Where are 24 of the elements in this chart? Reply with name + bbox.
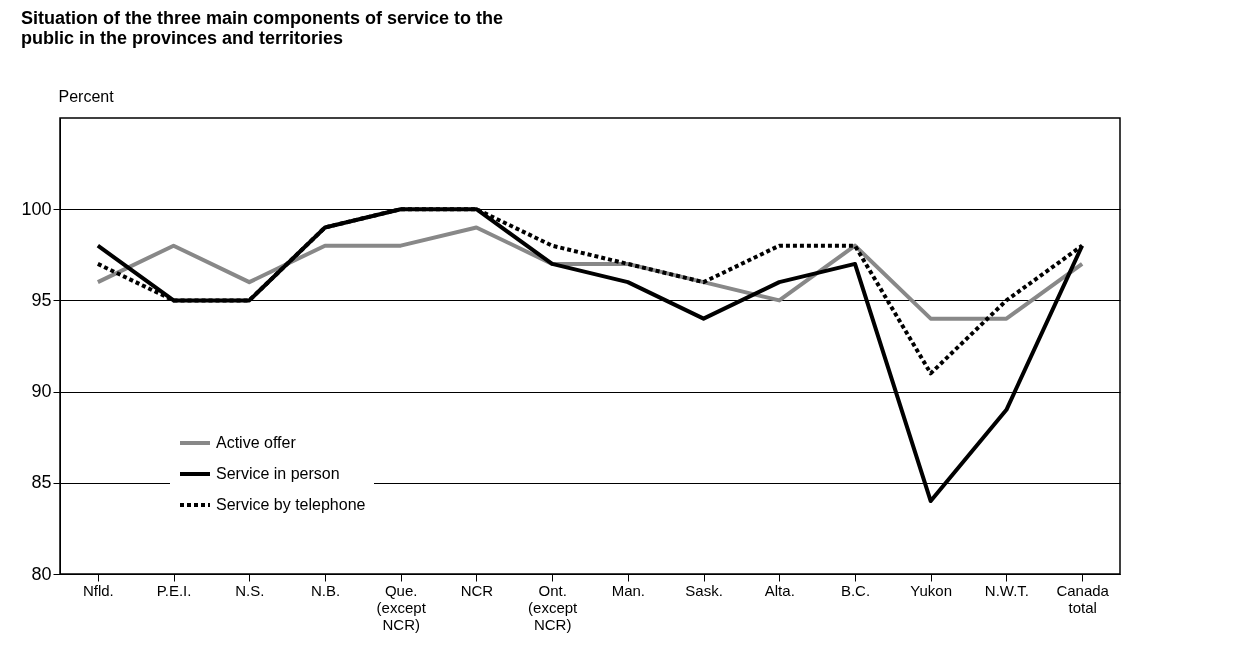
y-tick-label: 80: [31, 563, 52, 584]
y-tick-label: 90: [31, 381, 52, 402]
x-tick-label: Ont. (except NCR): [528, 581, 579, 633]
x-tick-label: N.W.T.: [984, 581, 1030, 599]
x-tick-label: B.C.: [840, 581, 871, 599]
x-tick-label: P.E.I.: [156, 581, 192, 599]
x-tick-label: N.B.: [310, 581, 341, 599]
x-tick-label: Alta.: [764, 581, 795, 599]
y-tick-label: 100: [21, 198, 52, 219]
x-tick-label: Canada total: [1056, 581, 1110, 616]
x-tick-label: Nfld.: [82, 581, 114, 599]
legend-label: Active offer: [216, 434, 297, 451]
x-tick-label: Man.: [611, 581, 646, 599]
legend-label: Service by telephone: [216, 496, 366, 513]
x-tick-label: Yukon: [910, 581, 953, 599]
x-tick-label: N.S.: [235, 581, 265, 599]
chart-title: Situation of the three main components of service to the public in the provinces and territories: [20, 8, 504, 48]
x-tick-label: Sask.: [685, 581, 723, 599]
y-tick-label: 95: [31, 289, 52, 310]
x-tick-label: Que. (except NCR): [376, 581, 427, 633]
y-axis-title: Percent: [58, 87, 115, 105]
legend-label: Service in person: [216, 465, 340, 482]
y-tick-label: 85: [31, 472, 52, 493]
x-tick-label: NCR: [460, 581, 494, 599]
